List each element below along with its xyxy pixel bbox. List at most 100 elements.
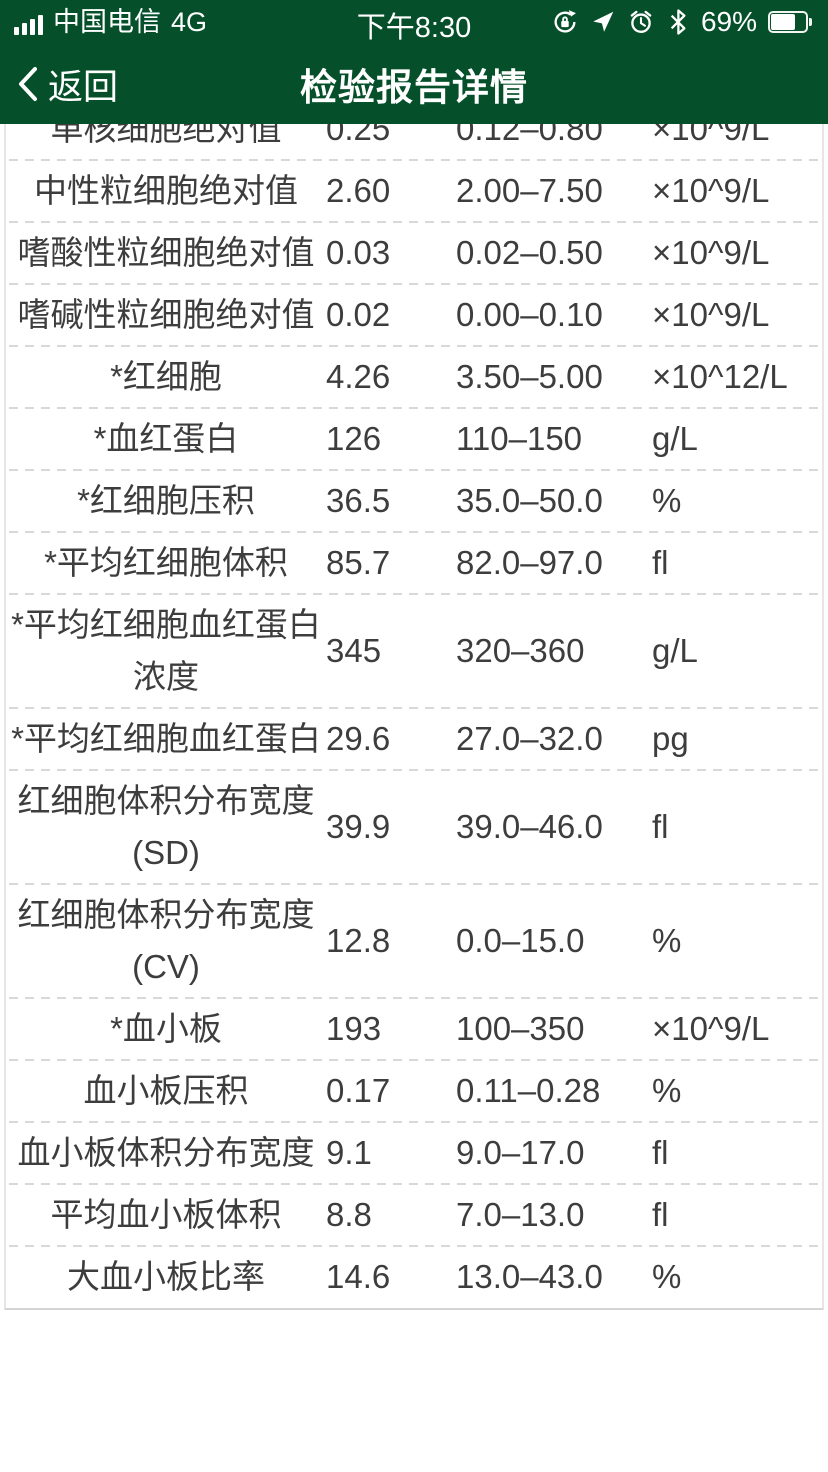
- item-unit-cell: %: [652, 482, 682, 519]
- item-value-cell: 126: [326, 420, 382, 457]
- item-range-cell: 82.0–97.0: [456, 544, 603, 581]
- signal-bars-icon: [14, 13, 43, 37]
- item-value-cell: 12.8: [326, 922, 391, 959]
- item-range-cell: 39.0–46.0: [456, 808, 603, 845]
- item-value-cell: 0.03: [326, 234, 391, 271]
- table-row: *血小板 193 100–350 ×10^9/L: [6, 997, 822, 1060]
- lab-results-table: 单核细胞绝对值 0.25 0.12–0.80 ×10^9/L 中性粒细胞绝对值 …: [4, 124, 824, 1310]
- item-name-cell: 中性粒细胞绝对值: [34, 172, 298, 209]
- item-value-cell: 0.17: [326, 1072, 391, 1109]
- item-name-cell: 大血小板比率: [67, 1258, 265, 1295]
- item-range-cell: 0.12–0.80: [456, 124, 603, 147]
- item-name-cell: *红细胞: [110, 358, 222, 395]
- item-name-cell: 嗜碱性粒细胞绝对值: [17, 296, 315, 333]
- item-name-cell: 血小板压积: [83, 1072, 249, 1109]
- table-row: *红细胞 4.26 3.50–5.00 ×10^12/L: [6, 345, 822, 408]
- item-name-cell: 嗜酸性粒细胞绝对值: [17, 234, 315, 271]
- item-unit-cell: %: [652, 1258, 682, 1295]
- bluetooth-icon: [670, 9, 686, 35]
- battery-percent-label: 69%: [700, 6, 757, 37]
- item-range-cell: 0.11–0.28: [456, 1072, 601, 1109]
- item-range-cell: 27.0–32.0: [456, 720, 603, 757]
- item-value-cell: 8.8: [326, 1196, 372, 1233]
- page-title: 检验报告详情: [300, 67, 528, 108]
- table-row: 红细胞体积分布宽度(CV) 12.8 0.0–15.0 %: [6, 883, 822, 998]
- item-name-cell: 血小板体积分布宽度: [17, 1134, 315, 1171]
- orientation-lock-icon: [554, 10, 576, 33]
- table-row: 嗜碱性粒细胞绝对值 0.02 0.00–0.10 ×10^9/L: [6, 283, 822, 346]
- item-name-cell: 平均血小板体积: [50, 1196, 282, 1233]
- item-unit-cell: ×10^9/L: [652, 296, 770, 333]
- item-range-cell: 2.00–7.50: [456, 172, 603, 209]
- item-unit-cell: pg: [652, 720, 689, 757]
- item-unit-cell: ×10^12/L: [652, 358, 788, 395]
- table-row: 红细胞体积分布宽度(SD) 39.9 39.0–46.0 fl: [6, 769, 822, 884]
- item-range-cell: 35.0–50.0: [456, 482, 603, 519]
- item-range-cell: 3.50–5.00: [456, 358, 603, 395]
- item-unit-cell: ×10^9/L: [652, 1010, 770, 1047]
- item-unit-cell: fl: [652, 1134, 669, 1171]
- item-name-cell: *平均红细胞血红蛋白浓度: [11, 606, 321, 695]
- item-name-cell: *红细胞压积: [77, 482, 255, 519]
- item-range-cell: 0.02–0.50: [456, 234, 603, 271]
- location-icon: [593, 11, 614, 32]
- item-unit-cell: fl: [652, 1196, 669, 1233]
- item-unit-cell: g/L: [652, 420, 698, 457]
- item-name-cell: 红细胞体积分布宽度(CV): [17, 896, 315, 985]
- item-value-cell: 345: [326, 632, 382, 669]
- item-name-cell: 红细胞体积分布宽度(SD): [17, 782, 315, 871]
- chevron-left-icon: [19, 67, 37, 101]
- item-name-cell: *血小板: [110, 1010, 222, 1047]
- item-unit-cell: ×10^9/L: [652, 172, 770, 209]
- item-value-cell: 0.02: [326, 296, 391, 333]
- nav-bar: 返回 检验报告详情: [0, 42, 828, 126]
- item-range-cell: 9.0–17.0: [456, 1134, 585, 1171]
- table-row: *平均红细胞血红蛋白 29.6 27.0–32.0 pg: [6, 707, 822, 770]
- item-unit-cell: fl: [652, 544, 669, 581]
- item-name-cell: 单核细胞绝对值: [50, 124, 282, 147]
- item-value-cell: 14.6: [326, 1258, 391, 1295]
- item-value-cell: 193: [326, 1010, 382, 1047]
- table-row: *红细胞压积 36.5 35.0–50.0 %: [6, 469, 822, 532]
- item-value-cell: 29.6: [326, 720, 391, 757]
- item-unit-cell: %: [652, 922, 682, 959]
- table-row: 大血小板比率 14.6 13.0–43.0 %: [6, 1245, 822, 1308]
- table-row: 单核细胞绝对值 0.25 0.12–0.80 ×10^9/L: [6, 124, 822, 160]
- item-value-cell: 85.7: [326, 544, 391, 581]
- table-row: 血小板压积 0.17 0.11–0.28 %: [6, 1059, 822, 1122]
- item-unit-cell: ×10^9/L: [652, 234, 770, 271]
- network-label: 4G: [171, 7, 208, 37]
- alarm-icon: [630, 10, 652, 33]
- item-range-cell: 0.00–0.10: [456, 296, 603, 333]
- item-value-cell: 2.60: [326, 172, 391, 209]
- back-button[interactable]: 返回: [16, 42, 118, 126]
- item-value-cell: 4.26: [326, 358, 391, 395]
- item-name-cell: *血红蛋白: [93, 420, 239, 457]
- battery-icon: [768, 11, 814, 33]
- item-name-cell: *平均红细胞体积: [44, 544, 288, 581]
- item-unit-cell: fl: [652, 808, 669, 845]
- item-range-cell: 320–360: [456, 632, 585, 669]
- item-value-cell: 39.9: [326, 808, 391, 845]
- item-value-cell: 9.1: [326, 1134, 372, 1171]
- report-table-viewport[interactable]: 单核细胞绝对值 0.25 0.12–0.80 ×10^9/L 中性粒细胞绝对值 …: [0, 124, 828, 1472]
- table-row: *血红蛋白 126 110–150 g/L: [6, 407, 822, 470]
- item-unit-cell: ×10^9/L: [652, 124, 770, 147]
- table-row: *平均红细胞体积 85.7 82.0–97.0 fl: [6, 531, 822, 594]
- item-unit-cell: %: [652, 1072, 682, 1109]
- table-row: *平均红细胞血红蛋白浓度 345 320–360 g/L: [6, 593, 822, 708]
- item-range-cell: 13.0–43.0: [456, 1258, 603, 1295]
- back-button-label: 返回: [48, 67, 119, 107]
- item-unit-cell: g/L: [652, 632, 698, 669]
- item-range-cell: 0.0–15.0: [456, 922, 585, 959]
- status-bar: 下午8:30 中国电信 4G: [0, 0, 828, 44]
- table-row: 平均血小板体积 8.8 7.0–13.0 fl: [6, 1183, 822, 1246]
- app-chrome: 下午8:30 中国电信 4G: [0, 0, 828, 124]
- table-row: 嗜酸性粒细胞绝对值 0.03 0.02–0.50 ×10^9/L: [6, 221, 822, 284]
- item-value-cell: 36.5: [326, 482, 391, 519]
- item-range-cell: 7.0–13.0: [456, 1196, 585, 1233]
- table-row: 中性粒细胞绝对值 2.60 2.00–7.50 ×10^9/L: [6, 159, 822, 222]
- item-range-cell: 100–350: [456, 1010, 585, 1047]
- item-name-cell: *平均红细胞血红蛋白: [11, 720, 321, 757]
